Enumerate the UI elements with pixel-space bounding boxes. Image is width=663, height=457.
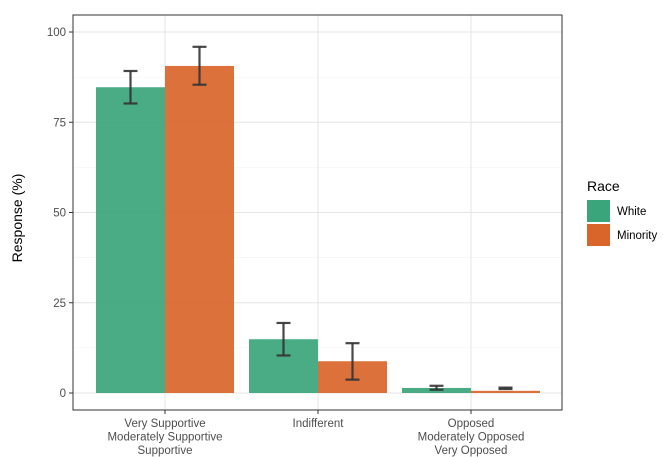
error-bar-white-2 xyxy=(429,384,444,391)
y-tick-label: 75 xyxy=(53,117,66,129)
x-tick-label-line: Indifferent xyxy=(293,418,345,430)
error-bar-minority-2 xyxy=(498,386,513,391)
y-tick-label: 25 xyxy=(53,298,66,310)
bar-minority-2 xyxy=(471,390,540,393)
legend-label-white: White xyxy=(617,206,646,218)
error-bars xyxy=(123,45,513,391)
y-tick-label: 100 xyxy=(47,27,66,39)
error-bar-white-1 xyxy=(276,321,291,357)
x-tick-label-line: Moderately Supportive xyxy=(107,432,222,444)
x-tick-label-line: Moderately Opposed xyxy=(418,432,525,444)
y-tick-label: 50 xyxy=(53,208,66,220)
bar-minority-0 xyxy=(165,65,234,394)
legend-label-minority: Minority xyxy=(617,230,658,242)
y-axis-title: Response (%) xyxy=(9,174,25,263)
x-tick-label-line: Opposed xyxy=(448,418,495,430)
legend-key-minority xyxy=(587,224,610,246)
x-tick-label: Very Supportive Moderately Supportive Supp… xyxy=(107,418,222,457)
bar-white-0 xyxy=(96,87,165,393)
bars xyxy=(96,65,540,394)
error-bar-minority-0 xyxy=(192,45,207,86)
x-tick-label-line: Supportive xyxy=(138,445,193,457)
x-tick-label-line: Very Supportive xyxy=(124,418,205,430)
x-tick-label: Indifferent xyxy=(293,418,345,430)
legend-title: Race xyxy=(587,178,620,194)
error-bar-minority-1 xyxy=(345,342,360,381)
x-axis-ticks: Very Supportive Moderately Supportive Supp… xyxy=(107,410,524,457)
legend-key-white xyxy=(587,200,610,222)
y-tick-label: 0 xyxy=(60,388,66,400)
y-axis-ticks: 0 25 50 75 100 xyxy=(47,27,73,400)
error-bar-white-0 xyxy=(123,69,138,105)
x-tick-label: Opposed Moderately Opposed Very Opposed xyxy=(418,418,525,457)
x-tick-label-line: Very Opposed xyxy=(435,445,508,457)
legend: Race White Minority xyxy=(587,178,658,246)
